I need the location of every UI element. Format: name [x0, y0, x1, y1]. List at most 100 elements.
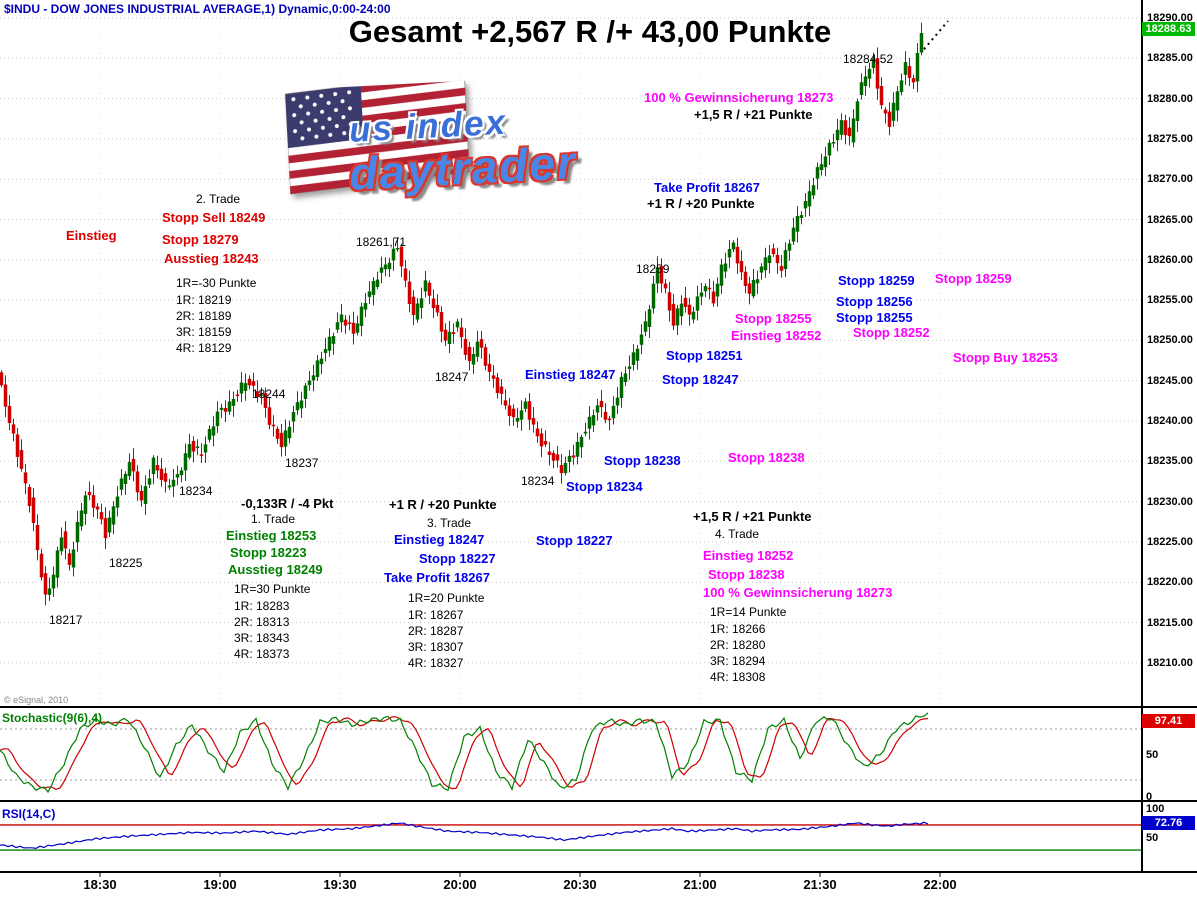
annotation: +1,5 R / +21 Punkte	[694, 107, 813, 122]
annotation: 18234	[179, 484, 213, 498]
stochastic-value-badge: 97.41	[1142, 714, 1195, 728]
annotation: 18259	[636, 262, 670, 276]
annotation: Stopp 18252	[853, 325, 930, 340]
annotation: 3R: 18159	[176, 325, 232, 339]
annotation: Stopp 18251	[666, 348, 743, 363]
price-tick-label: 18280.00	[1147, 92, 1193, 105]
time-tick-label: 22:00	[923, 877, 957, 892]
price-tick-label: 18290.00	[1147, 12, 1193, 24]
rsi-value-badge: 72.76	[1142, 816, 1195, 831]
price-tick-label: 18215.00	[1147, 616, 1193, 629]
stochastic-label: Stochastic(9(6),4)	[2, 711, 103, 725]
annotation: 18225	[109, 556, 143, 570]
annotation: Stopp 18256	[836, 294, 913, 309]
price-tick-label: 18260.00	[1147, 253, 1193, 266]
annotation: Stopp 18259	[838, 273, 915, 288]
price-tick-label: 18270.00	[1147, 173, 1193, 186]
annotation: +1,5 R / +21 Punkte	[693, 509, 812, 524]
chart-title: Gesamt +2,567 R /+ 43,00 Punkte	[348, 14, 832, 49]
annotation: Stopp 18238	[708, 567, 785, 582]
annotation: Stopp 18238	[604, 453, 681, 468]
annotation: 18284,52	[843, 52, 894, 66]
time-tick-label: 20:30	[563, 877, 597, 892]
annotation: 18237	[285, 456, 319, 470]
annotation: 18234	[521, 474, 555, 488]
annotation: Einstieg 18247	[394, 532, 485, 547]
annotation: 4R: 18129	[176, 341, 232, 355]
annotation: 1R: 18219	[176, 293, 232, 307]
annotation: 1. Trade	[251, 512, 296, 526]
logo-text-line2: daytrader	[348, 136, 579, 200]
annotation: +1 R / +20 Punkte	[389, 497, 497, 512]
time-tick-label: 18:30	[83, 877, 117, 892]
annotation: 2R: 18189	[176, 309, 232, 323]
annotation: Stopp 18227	[419, 551, 496, 566]
annotation: 1R: 18266	[710, 622, 766, 636]
annotation: Stopp 18227	[536, 533, 613, 548]
annotation: Stopp 18255	[735, 311, 812, 326]
price-tick-label: 18265.00	[1147, 213, 1193, 226]
time-tick-label: 20:00	[443, 877, 477, 892]
price-tick-label: 18225.00	[1147, 535, 1193, 548]
annotation: 3R: 18343	[234, 631, 290, 645]
annotation: +1 R / +20 Punkte	[647, 196, 755, 211]
annotation: 4. Trade	[715, 527, 760, 541]
annotation: 2R: 18313	[234, 615, 290, 629]
annotation: 4R: 18373	[234, 647, 290, 661]
annotation: 100 % Gewinnsicherung 18273	[644, 90, 834, 105]
us-flag-icon	[284, 80, 470, 195]
stochastic-scale-label: 0	[1146, 791, 1153, 803]
annotation: Einstieg 18252	[731, 328, 822, 343]
annotation: 1R=20 Punkte	[408, 591, 485, 605]
annotation: Einstieg 18252	[703, 548, 794, 563]
usindex-daytrader-logo: us index daytrader	[284, 72, 601, 218]
annotation: 1R=30 Punkte	[234, 582, 311, 596]
annotation: -0,133R / -4 Pkt	[241, 496, 334, 511]
time-tick-label: 21:00	[683, 877, 717, 892]
annotation: Take Profit 18267	[654, 180, 760, 195]
annotation: 18247	[435, 370, 469, 384]
annotation: 3R: 18307	[408, 640, 464, 654]
copyright: © eSignal, 2010	[4, 695, 69, 705]
annotation: Stopp Sell 18249	[162, 210, 266, 225]
price-tick-label: 18230.00	[1147, 495, 1193, 508]
price-tick-label: 18235.00	[1147, 455, 1193, 468]
annotation: Stopp 18223	[230, 545, 307, 560]
annotation: Einstieg 18247	[525, 367, 616, 382]
price-tick-label: 18255.00	[1147, 294, 1193, 307]
price-tick-label: 18220.00	[1147, 576, 1193, 589]
stochastic-scale-label: 50	[1146, 748, 1159, 761]
annotation: 3. Trade	[427, 516, 472, 530]
annotation: 18217	[49, 613, 83, 627]
annotation: 3R: 18294	[710, 654, 766, 668]
time-tick-label: 19:30	[323, 877, 357, 892]
annotation: Stopp 18255	[836, 310, 913, 325]
annotation: Einstieg	[66, 228, 117, 243]
annotation: 18244	[252, 387, 286, 401]
annotation: Stopp 18247	[662, 372, 739, 387]
price-tick-label: 18240.00	[1147, 415, 1193, 427]
time-tick-label: 19:00	[203, 877, 237, 892]
price-tick-label: 18250.00	[1147, 334, 1193, 347]
annotation: 100 % Gewinnsicherung 18273	[703, 585, 893, 600]
annotation: Stopp Buy 18253	[953, 350, 1058, 365]
annotation: 1R=-30 Punkte	[176, 276, 257, 290]
annotation: Stopp 18259	[935, 271, 1012, 286]
annotation: 1R: 18283	[234, 599, 290, 613]
price-tick-label: 18285.00	[1147, 52, 1193, 65]
annotation: 1R=14 Punkte	[710, 605, 787, 619]
time-tick-label: 21:30	[803, 877, 837, 892]
rsi-label: RSI(14,C)	[2, 807, 56, 821]
annotation: 2R: 18287	[408, 624, 464, 638]
rsi-scale-label: 50	[1146, 831, 1159, 844]
annotation: 4R: 18327	[408, 656, 464, 670]
annotation: 2. Trade	[196, 192, 241, 206]
annotation: Stopp 18234	[566, 479, 643, 494]
last-price-badge: 18288.63	[1142, 22, 1195, 37]
annotation: Ausstieg 18249	[228, 562, 323, 577]
annotation: 1R: 18267	[408, 608, 464, 622]
annotation: Stopp 18238	[728, 450, 805, 465]
rsi-scale-label: 100	[1146, 803, 1165, 815]
